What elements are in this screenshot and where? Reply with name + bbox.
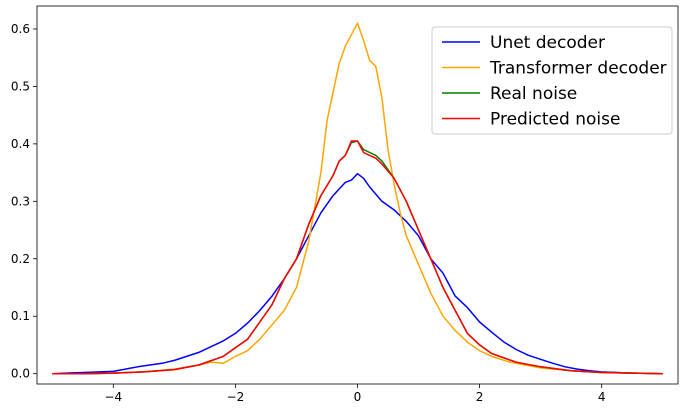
x-tick-label: −4 xyxy=(104,390,122,404)
x-tick-label: −2 xyxy=(227,390,245,404)
y-tick-label: 0.6 xyxy=(11,22,30,36)
x-tick-label: 4 xyxy=(598,390,606,404)
y-axis: 0.0 0.1 0.2 0.3 0.4 0.5 0.6 xyxy=(11,22,37,381)
unet-decoder-line xyxy=(52,172,663,375)
legend-label-predicted-noise: Predicted noise xyxy=(490,110,620,130)
x-tick-label: 0 xyxy=(354,390,362,404)
legend-box xyxy=(431,26,673,135)
y-tick-label: 0.1 xyxy=(11,309,30,323)
predicted-noise-line xyxy=(52,140,663,375)
legend-label-real-noise: Real noise xyxy=(490,84,577,104)
series-layer xyxy=(52,22,663,375)
legend-label-transformer-decoder: Transformer decoder xyxy=(489,59,667,79)
x-axis: −4 −2 0 2 4 xyxy=(104,384,606,404)
x-tick-label: 2 xyxy=(476,390,484,404)
y-tick-label: 0.2 xyxy=(11,252,30,266)
transformer-decoder-line xyxy=(52,22,663,375)
y-tick-label: 0.3 xyxy=(11,194,30,208)
y-tick-label: 0.5 xyxy=(11,79,30,93)
y-tick-label: 0.4 xyxy=(11,137,30,151)
legend: Unet decoder Transformer decoder Real nois… xyxy=(431,26,673,135)
legend-label-unet-decoder: Unet decoder xyxy=(490,33,605,53)
y-tick-label: 0.0 xyxy=(11,367,30,381)
